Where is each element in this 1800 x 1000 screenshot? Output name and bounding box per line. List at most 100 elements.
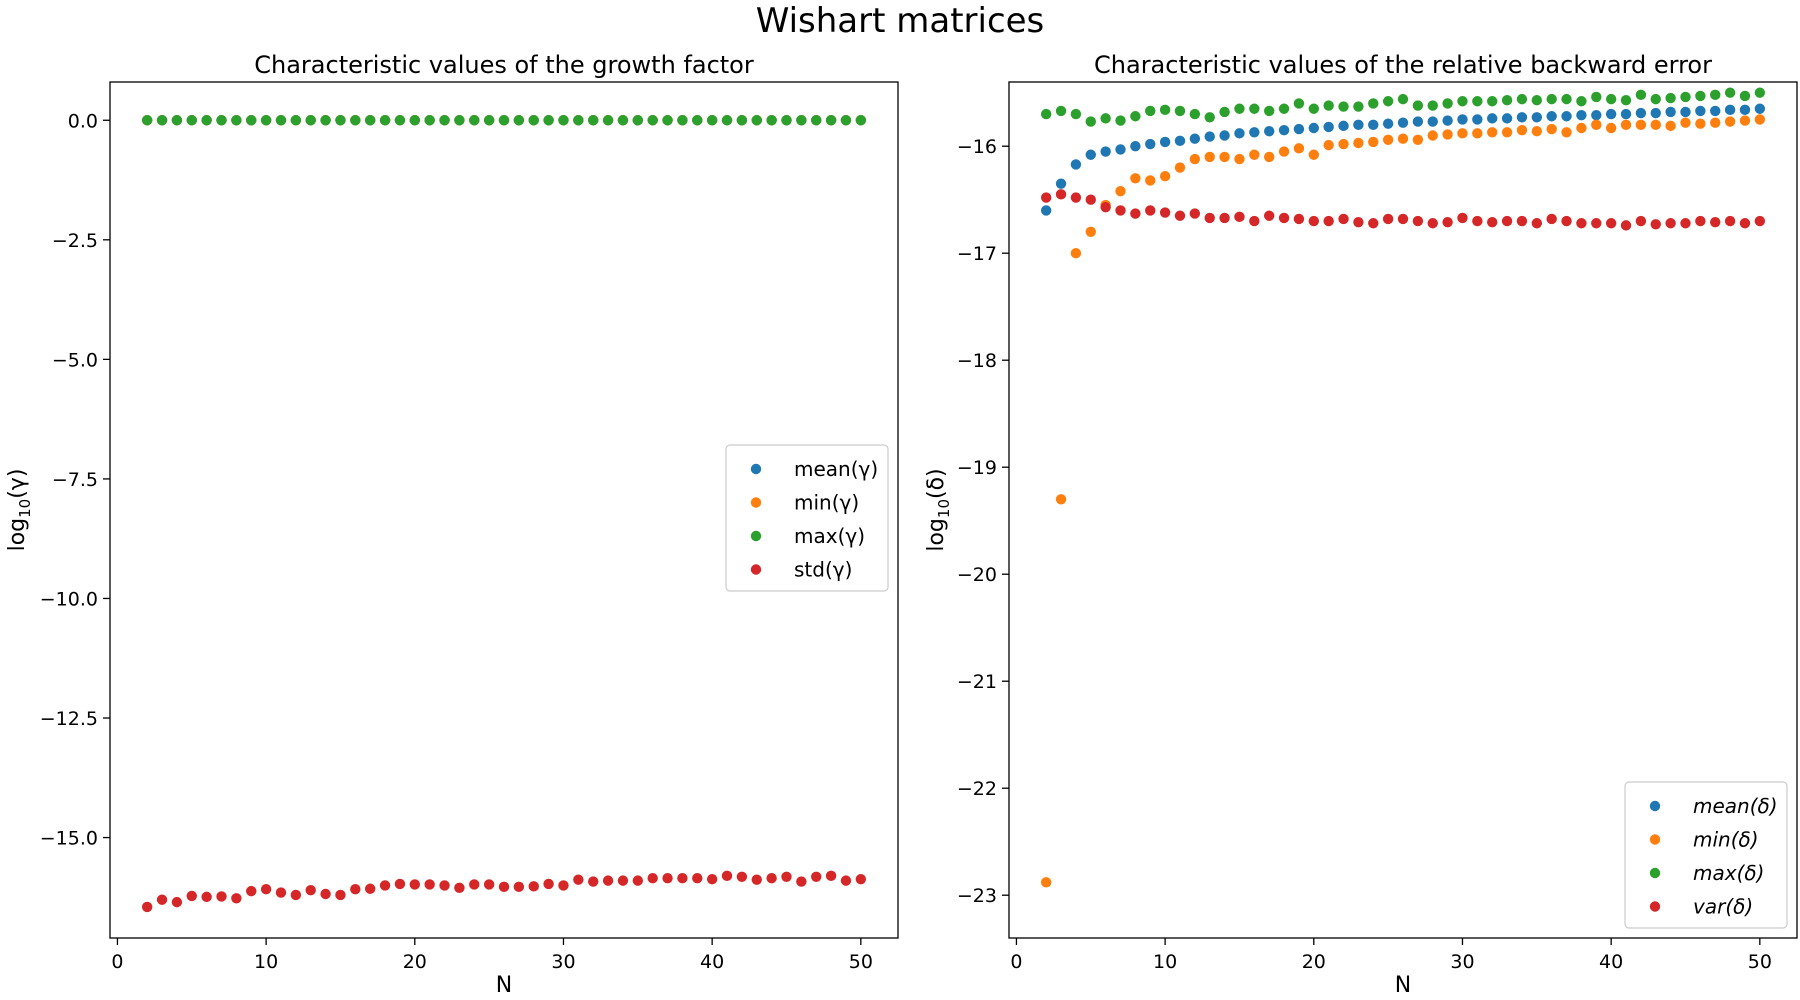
figure-title: Wishart matrices bbox=[756, 1, 1045, 41]
y-tick-label: −7.5 bbox=[52, 469, 98, 491]
data-point bbox=[1427, 130, 1438, 141]
data-point bbox=[1249, 149, 1260, 160]
data-point bbox=[1635, 107, 1647, 119]
data-point bbox=[335, 889, 346, 901]
data-point bbox=[454, 882, 465, 893]
y-tick-label: −2.5 bbox=[52, 230, 98, 252]
data-point bbox=[1531, 218, 1543, 229]
data-point bbox=[498, 881, 510, 893]
data-point bbox=[1308, 103, 1319, 114]
data-point bbox=[1665, 120, 1676, 132]
data-point bbox=[1174, 105, 1186, 117]
data-point bbox=[1710, 105, 1721, 117]
data-point bbox=[1724, 215, 1736, 227]
data-point bbox=[1531, 112, 1543, 123]
data-point bbox=[231, 115, 242, 126]
legend-label: max(δ) bbox=[1693, 861, 1764, 885]
data-point bbox=[1353, 137, 1364, 149]
x-tick-label: 10 bbox=[1153, 951, 1177, 973]
plot-frame bbox=[109, 81, 899, 939]
x-tick-label: 40 bbox=[700, 951, 724, 973]
data-point bbox=[1487, 113, 1498, 124]
data-point bbox=[1397, 117, 1409, 128]
data-point bbox=[141, 901, 153, 913]
data-point bbox=[706, 115, 718, 126]
data-point bbox=[1323, 215, 1334, 227]
data-point bbox=[1501, 113, 1513, 124]
data-point bbox=[617, 115, 629, 126]
legend-label: min(γ) bbox=[794, 491, 859, 515]
data-point bbox=[1278, 103, 1290, 114]
data-point bbox=[1100, 146, 1111, 157]
data-point bbox=[1145, 205, 1156, 216]
data-point bbox=[1204, 112, 1215, 123]
legend-box bbox=[1624, 781, 1788, 929]
legend-marker bbox=[750, 564, 762, 575]
data-point bbox=[1382, 118, 1394, 129]
y-axis-ticks: −16 −17 −18 −19 −20 −21 −22 −23 bbox=[957, 136, 1009, 907]
data-point bbox=[350, 115, 361, 126]
data-point bbox=[201, 115, 212, 126]
x-tick-label: 20 bbox=[403, 951, 427, 973]
data-point bbox=[1680, 91, 1691, 103]
data-point bbox=[1427, 100, 1438, 111]
data-point bbox=[1487, 127, 1498, 138]
data-point bbox=[1412, 100, 1424, 111]
data-point bbox=[1189, 108, 1201, 120]
plot-title: Characteristic values of the growth fact… bbox=[254, 51, 754, 79]
data-point bbox=[1605, 108, 1617, 120]
y-tick-label: −16 bbox=[957, 136, 997, 158]
data-point bbox=[1695, 105, 1706, 117]
y-tick-label: −20 bbox=[957, 564, 997, 586]
x-tick-label: 30 bbox=[1450, 951, 1474, 973]
x-axis-ticks: 0 10 20 30 40 50 bbox=[111, 938, 873, 973]
data-point bbox=[1501, 127, 1513, 138]
data-point bbox=[721, 115, 733, 126]
legend-label: mean(δ) bbox=[1693, 794, 1778, 818]
data-point bbox=[246, 115, 257, 126]
data-point bbox=[1546, 111, 1557, 122]
legend: mean(δ) min(δ) max(δ) var(δ) bbox=[1624, 781, 1788, 929]
data-point bbox=[855, 115, 867, 126]
data-point bbox=[1546, 213, 1557, 225]
data-point bbox=[811, 871, 822, 882]
data-point bbox=[1650, 93, 1661, 105]
data-point bbox=[216, 115, 227, 126]
data-point bbox=[1174, 162, 1186, 173]
y-axis-label-base: log bbox=[924, 518, 949, 552]
data-point bbox=[1442, 115, 1453, 126]
data-point bbox=[1739, 115, 1751, 126]
data-point bbox=[1501, 94, 1513, 106]
y-tick-label: −19 bbox=[957, 457, 997, 479]
data-point bbox=[1040, 192, 1052, 203]
data-point bbox=[1338, 213, 1349, 225]
data-point bbox=[796, 115, 807, 126]
data-point bbox=[573, 874, 584, 885]
data-point bbox=[781, 115, 792, 126]
data-point bbox=[275, 887, 287, 898]
data-point bbox=[706, 873, 718, 885]
data-point bbox=[171, 896, 183, 908]
data-point bbox=[1353, 216, 1364, 228]
data-point bbox=[855, 873, 867, 885]
data-point bbox=[840, 115, 852, 126]
data-point bbox=[1665, 106, 1676, 118]
data-point bbox=[1219, 212, 1230, 224]
data-point bbox=[171, 115, 183, 126]
data-point bbox=[439, 880, 450, 891]
series-2 bbox=[1040, 114, 1766, 888]
data-point bbox=[840, 875, 852, 886]
x-tick-label: 50 bbox=[849, 951, 873, 973]
data-point bbox=[1159, 136, 1171, 148]
growth-factor-plot: Characteristic values of the growth fact… bbox=[5, 51, 899, 998]
data-point bbox=[1204, 131, 1215, 142]
y-tick-label: 0.0 bbox=[68, 110, 98, 132]
data-point bbox=[1204, 151, 1215, 163]
data-point bbox=[1278, 124, 1290, 136]
data-point bbox=[1620, 94, 1632, 106]
x-tick-label: 10 bbox=[254, 951, 278, 973]
data-point bbox=[201, 891, 212, 903]
y-tick-label: −18 bbox=[957, 350, 997, 372]
data-point bbox=[1338, 138, 1349, 150]
